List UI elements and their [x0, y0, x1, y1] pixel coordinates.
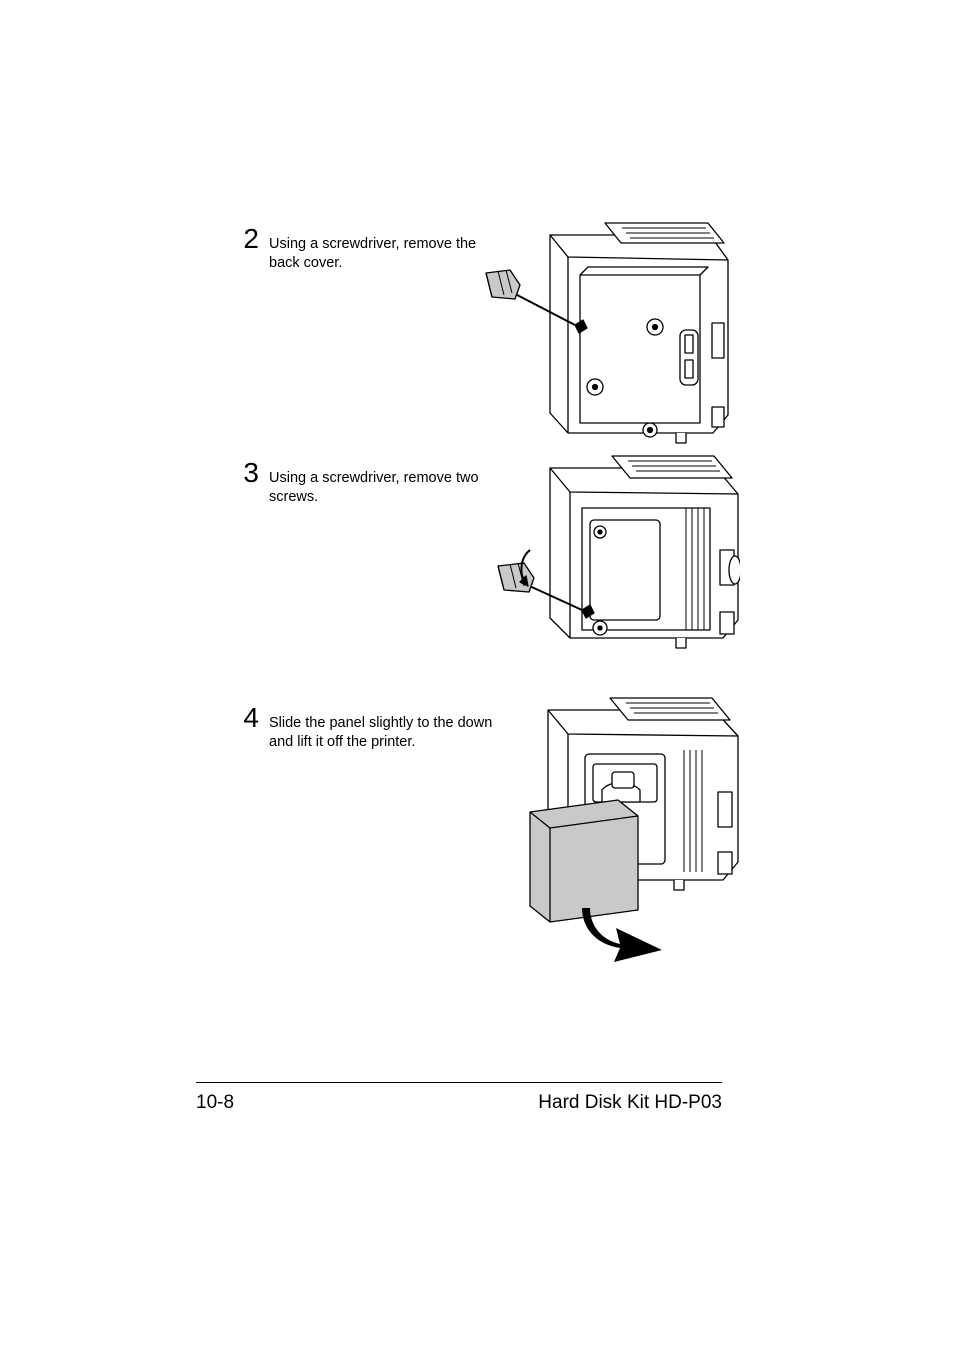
step-2: 2 Using a screwdriver, remove the back c…	[237, 225, 494, 273]
footer-rule	[196, 1082, 722, 1083]
figure-step-3	[490, 450, 740, 655]
step-text: Using a screwdriver, remove two screws.	[269, 459, 494, 507]
step-3: 3 Using a screwdriver, remove two screws…	[237, 459, 494, 507]
step-text: Using a screwdriver, remove the back cov…	[269, 225, 494, 273]
page: 2 Using a screwdriver, remove the back c…	[0, 0, 954, 1350]
figure-step-2	[480, 215, 730, 455]
step-4: 4 Slide the panel slightly to the down a…	[237, 704, 494, 752]
page-number: 10-8	[196, 1092, 234, 1114]
section-title: Hard Disk Kit HD-P03	[538, 1092, 722, 1114]
figure-step-4	[490, 692, 740, 967]
step-number: 2	[237, 225, 259, 253]
step-number: 4	[237, 704, 259, 732]
step-text: Slide the panel slightly to the down and…	[269, 704, 494, 752]
step-number: 3	[237, 459, 259, 487]
